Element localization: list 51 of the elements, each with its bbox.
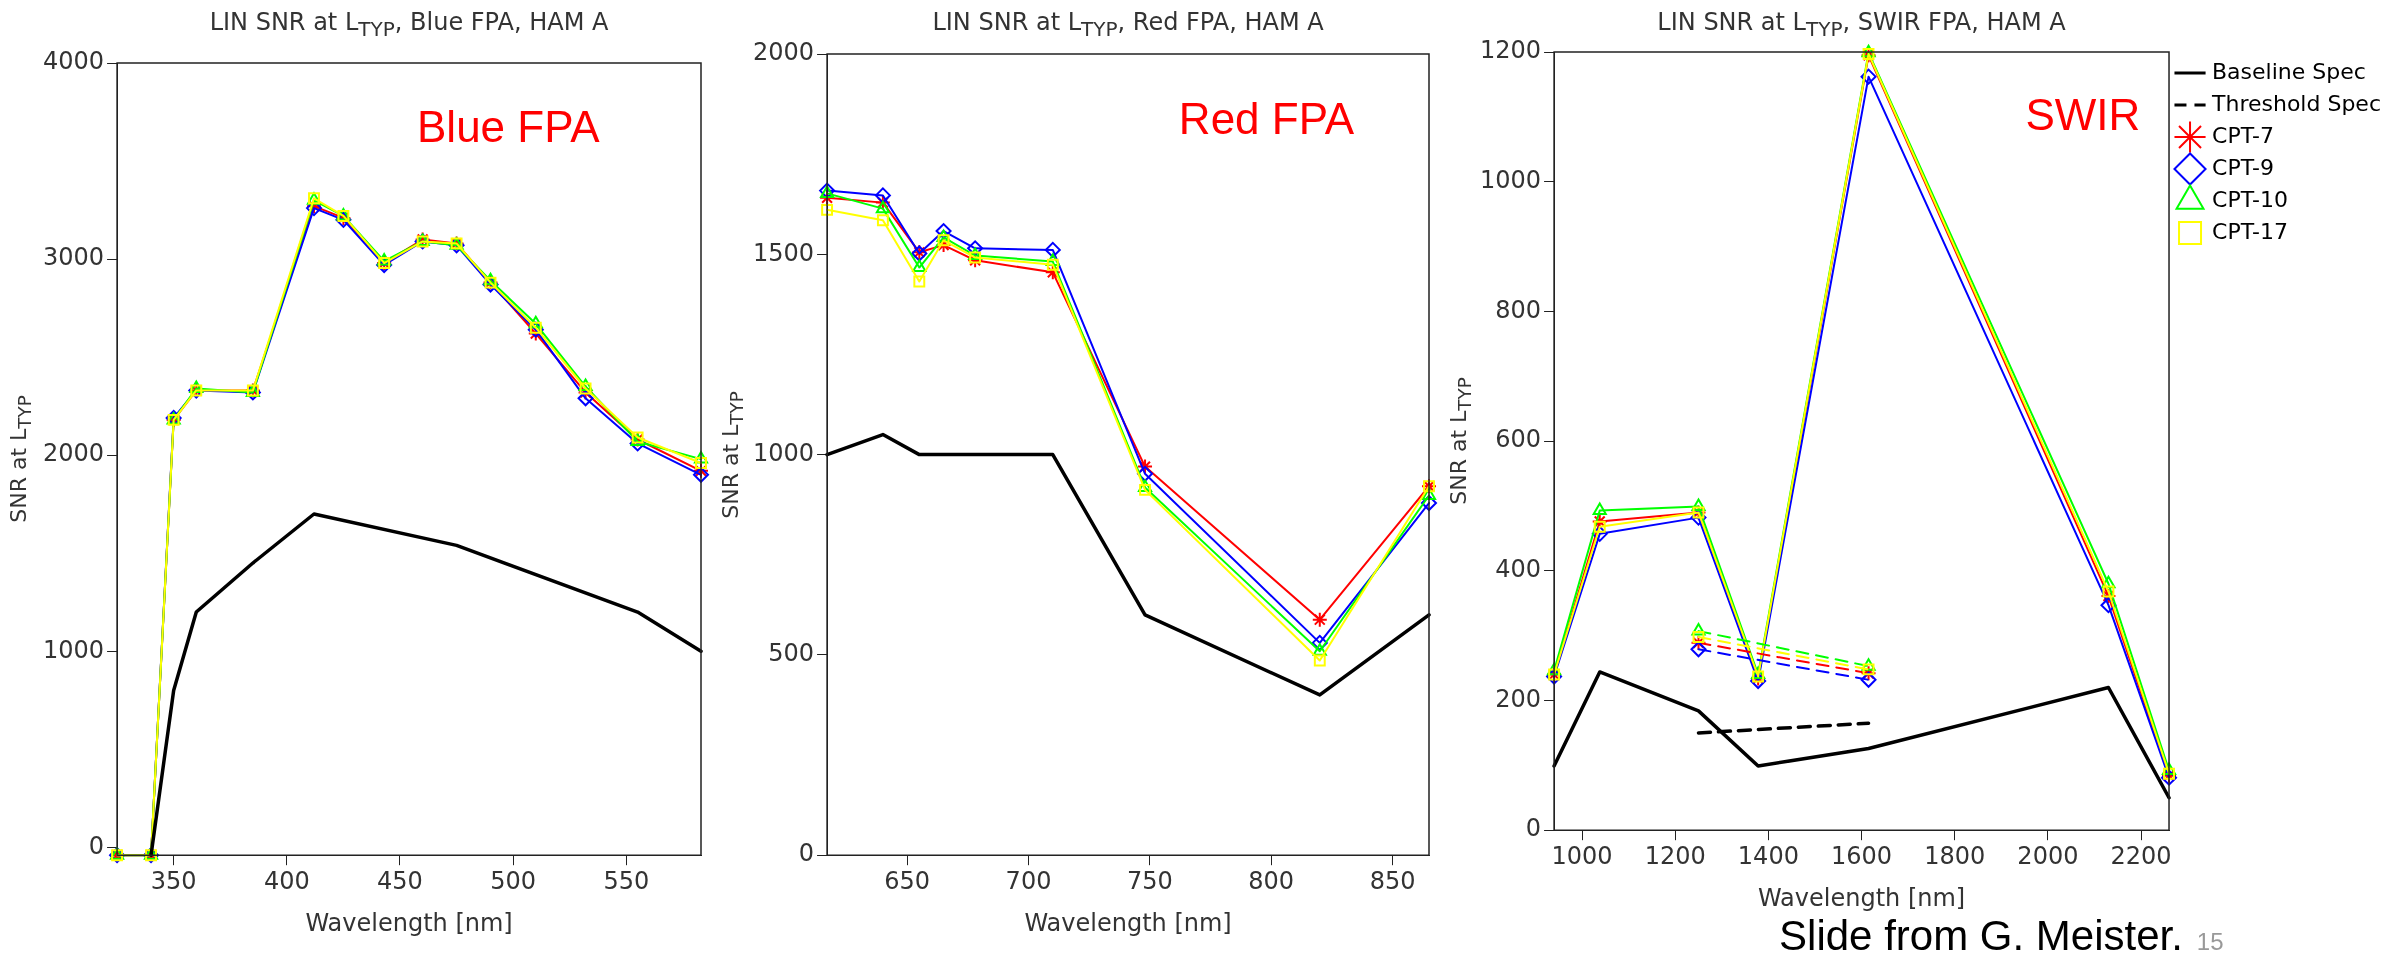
x-tick-label: 750 <box>1126 866 1173 895</box>
annotation: Blue FPA <box>417 102 601 152</box>
y-tick-label: 200 <box>1495 684 1542 713</box>
y-tick-label: 400 <box>1495 555 1542 584</box>
x-axis-title: Wavelength [nm] <box>1023 908 1233 940</box>
chart-title: LIN SNR at L$_{TYP}$, Blue FPA, HAM A <box>208 7 610 43</box>
y-tick-label: 600 <box>1495 425 1542 454</box>
annotation: SWIR <box>2025 90 2141 140</box>
x-tick-label: 1400 <box>1737 841 1799 870</box>
annotation: Red FPA <box>1178 94 1355 144</box>
legend-label: CPT-9 <box>2212 154 2275 180</box>
x-tick-label: 1000 <box>1551 841 1613 870</box>
y-tick-label: 1500 <box>753 238 815 267</box>
x-tick-label: 700 <box>1005 866 1052 895</box>
y-tick-label: 2000 <box>43 439 105 468</box>
y-tick-label: 1000 <box>753 438 815 467</box>
x-tick-label: 850 <box>1369 866 1416 895</box>
y-tick-label: 1200 <box>1480 36 1542 65</box>
legend-label: Threshold Spec <box>2211 90 2382 116</box>
y-tick-label: 4000 <box>43 47 105 76</box>
x-tick-label: 400 <box>263 866 310 895</box>
x-tick-label: 2000 <box>2017 841 2079 870</box>
x-tick-label: 1600 <box>1831 841 1893 870</box>
text: 15 <box>2196 928 2224 955</box>
x-tick-label: 800 <box>1248 866 1295 895</box>
legend-label: Baseline Spec <box>2212 58 2366 84</box>
legend-label: CPT-7 <box>2212 122 2275 148</box>
y-tick-label: 500 <box>768 639 815 668</box>
x-tick-label: 2200 <box>2110 841 2172 870</box>
y-tick-label: 0 <box>88 831 105 860</box>
x-tick-label: 1200 <box>1644 841 1706 870</box>
legend-label: CPT-17 <box>2212 218 2289 244</box>
x-axis-title: Wavelength [nm] <box>304 908 514 940</box>
x-axis-title: Wavelength [nm] <box>1756 883 1967 915</box>
y-tick-label: 800 <box>1495 295 1542 324</box>
y-tick-label: 0 <box>1525 814 1542 843</box>
x-tick-label: 450 <box>377 866 423 895</box>
y-tick-label: 1000 <box>1480 165 1542 194</box>
x-tick-label: 1800 <box>1924 841 1986 870</box>
chart-title: LIN SNR at L$_{TYP}$, SWIR FPA, HAM A <box>1656 7 2067 43</box>
x-tick-label: 350 <box>150 866 197 895</box>
y-tick-label: 0 <box>798 839 815 868</box>
x-tick-label: 550 <box>603 866 650 895</box>
y-tick-label: 2000 <box>753 38 815 67</box>
y-tick-label: 3000 <box>43 243 105 272</box>
chart-title: LIN SNR at L$_{TYP}$, Red FPA, HAM A <box>931 7 1325 43</box>
y-tick-label: 1000 <box>43 635 105 664</box>
legend-label: CPT-10 <box>2212 186 2289 212</box>
x-tick-label: 650 <box>884 866 931 895</box>
x-tick-label: 500 <box>490 866 537 895</box>
text: Slide from G. Meister. <box>1779 912 2183 958</box>
